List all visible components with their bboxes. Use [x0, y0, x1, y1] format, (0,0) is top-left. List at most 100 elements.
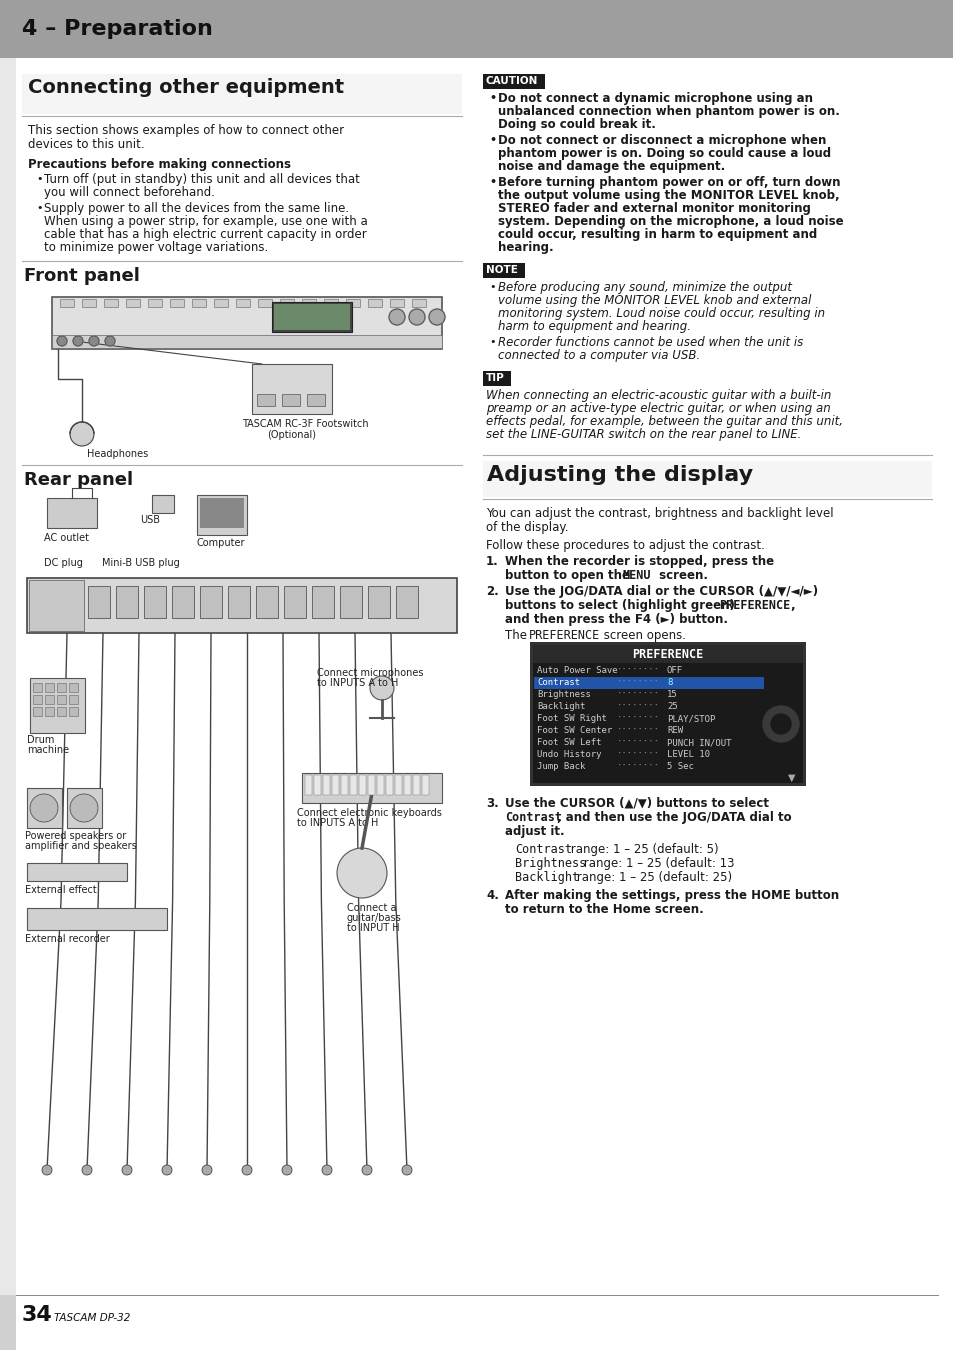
Text: devices to this unit.: devices to this unit. — [28, 138, 145, 151]
Bar — [116, 586, 138, 618]
Text: Brightness: Brightness — [515, 857, 586, 869]
Text: PUNCH IN/OUT: PUNCH IN/OUT — [666, 738, 731, 747]
Circle shape — [336, 848, 387, 898]
Bar — [29, 580, 84, 630]
Text: External effect: External effect — [25, 886, 96, 895]
Bar — [346, 298, 359, 306]
Bar — [60, 586, 82, 618]
Bar — [172, 586, 193, 618]
Text: , and then use the JOG/DATA dial to: , and then use the JOG/DATA dial to — [557, 811, 791, 824]
Circle shape — [82, 1165, 91, 1174]
Text: harm to equipment and hearing.: harm to equipment and hearing. — [497, 320, 690, 333]
Text: preamp or an active-type electric guitar, or when using an: preamp or an active-type electric guitar… — [485, 402, 830, 414]
Bar — [482, 263, 524, 278]
Text: ········: ········ — [617, 690, 659, 699]
Circle shape — [429, 309, 444, 325]
Bar — [192, 298, 206, 306]
Text: When connecting an electric-acoustic guitar with a built-in: When connecting an electric-acoustic gui… — [485, 389, 830, 402]
Bar — [82, 298, 96, 306]
Text: Connect electronic keyboards: Connect electronic keyboards — [296, 809, 441, 818]
Text: Foot SW Right: Foot SW Right — [537, 714, 606, 724]
Bar — [170, 298, 184, 306]
Text: Before producing any sound, minimize the output: Before producing any sound, minimize the… — [497, 281, 791, 294]
Bar — [52, 297, 441, 350]
Text: Contrast: Contrast — [515, 842, 572, 856]
Circle shape — [42, 1165, 52, 1174]
Text: ········: ········ — [617, 726, 659, 734]
Text: unbalanced connection when phantom power is on.: unbalanced connection when phantom power… — [497, 105, 839, 117]
Text: Contrast: Contrast — [537, 678, 579, 687]
Bar — [33, 683, 42, 693]
Bar — [69, 683, 78, 693]
Bar — [421, 775, 429, 795]
Circle shape — [57, 336, 67, 346]
Bar — [323, 775, 330, 795]
Text: 8: 8 — [666, 678, 672, 687]
Bar — [0, 0, 953, 58]
Bar — [312, 586, 334, 618]
Bar — [32, 586, 54, 618]
Text: Contrast: Contrast — [504, 811, 561, 824]
Text: Doing so could break it.: Doing so could break it. — [497, 117, 656, 131]
Text: TASCAM RC-3F Footswitch: TASCAM RC-3F Footswitch — [242, 418, 368, 429]
Bar — [482, 74, 544, 89]
Text: Use the CURSOR (▲/▼) buttons to select: Use the CURSOR (▲/▼) buttons to select — [504, 796, 768, 810]
Bar — [235, 298, 250, 306]
Text: TIP: TIP — [485, 373, 504, 383]
Text: and then press the F4 (►) button.: and then press the F4 (►) button. — [504, 613, 727, 626]
Text: Foot SW Center: Foot SW Center — [537, 726, 612, 734]
Text: range: 1 – 25 (default: 13: range: 1 – 25 (default: 13 — [579, 857, 734, 869]
Bar — [27, 578, 456, 633]
Text: Backlight: Backlight — [537, 702, 585, 711]
Bar — [45, 695, 54, 703]
Text: Connect a: Connect a — [347, 903, 396, 913]
Text: Brightness: Brightness — [537, 690, 590, 699]
Text: 4 – Preparation: 4 – Preparation — [22, 19, 213, 39]
Text: PREFERENCE: PREFERENCE — [719, 599, 789, 612]
Bar — [284, 586, 306, 618]
Text: Auto Power Save: Auto Power Save — [537, 666, 617, 675]
Text: set the LINE-GUITAR switch on the rear panel to LINE.: set the LINE-GUITAR switch on the rear p… — [485, 428, 801, 441]
Text: Follow these procedures to adjust the contrast.: Follow these procedures to adjust the co… — [485, 539, 764, 552]
Text: adjust it.: adjust it. — [504, 825, 564, 838]
Bar — [482, 460, 931, 497]
Bar — [33, 695, 42, 703]
Bar — [22, 74, 461, 113]
Text: Foot SW Left: Foot SW Left — [537, 738, 601, 747]
Text: ········: ········ — [617, 738, 659, 747]
Circle shape — [322, 1165, 332, 1174]
Bar — [534, 676, 763, 688]
Bar — [358, 775, 366, 795]
Text: Backlight: Backlight — [515, 871, 578, 884]
Text: the output volume using the MONITOR LEVEL knob,: the output volume using the MONITOR LEVE… — [497, 189, 839, 202]
Text: Connect microphones: Connect microphones — [316, 668, 423, 678]
Bar — [274, 304, 350, 329]
Text: Jump Back: Jump Back — [537, 761, 585, 771]
Bar — [302, 774, 441, 803]
Bar — [413, 775, 419, 795]
Circle shape — [162, 1165, 172, 1174]
Text: OFF: OFF — [666, 666, 682, 675]
Text: cable that has a high electric current capacity in order: cable that has a high electric current c… — [44, 228, 366, 242]
Bar — [340, 775, 348, 795]
Text: Before turning phantom power on or off, turn down: Before turning phantom power on or off, … — [497, 176, 840, 189]
Text: 2.: 2. — [485, 585, 498, 598]
Text: DC plug: DC plug — [44, 558, 83, 568]
Bar — [395, 586, 417, 618]
Bar — [403, 775, 411, 795]
Text: When using a power strip, for example, use one with a: When using a power strip, for example, u… — [44, 215, 367, 228]
Circle shape — [282, 1165, 292, 1174]
Bar — [412, 298, 426, 306]
Bar — [386, 775, 393, 795]
Circle shape — [73, 336, 83, 346]
Text: •: • — [489, 93, 496, 103]
Text: guitar/bass: guitar/bass — [347, 913, 401, 923]
Text: could occur, resulting in harm to equipment and: could occur, resulting in harm to equipm… — [497, 228, 817, 242]
Circle shape — [122, 1165, 132, 1174]
Text: CAUTION: CAUTION — [485, 76, 537, 86]
Bar — [67, 788, 102, 828]
Bar — [350, 775, 356, 795]
Bar — [27, 863, 127, 882]
Bar — [213, 298, 228, 306]
Bar — [152, 495, 173, 513]
